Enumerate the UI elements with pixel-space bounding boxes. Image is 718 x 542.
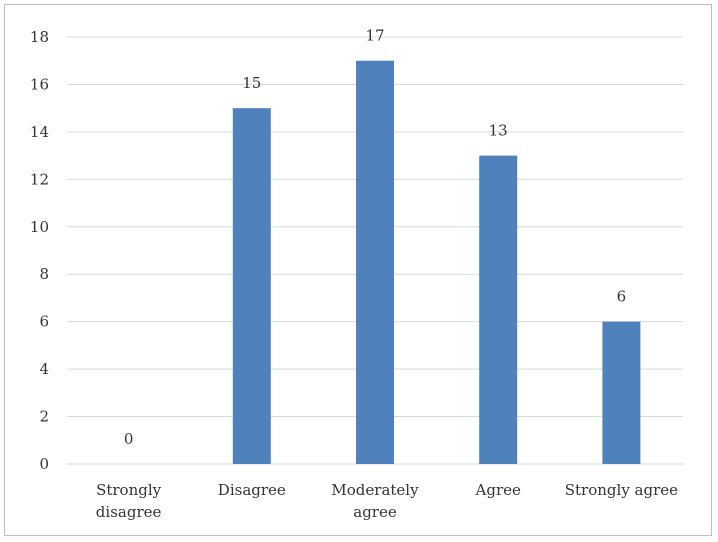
y-tick-label: 10	[30, 218, 49, 236]
y-tick-label: 16	[30, 75, 49, 93]
x-category-label: Agree	[475, 481, 521, 499]
data-label: 6	[617, 288, 627, 306]
bar	[479, 155, 518, 464]
x-category-label-line: Strongly	[96, 481, 162, 499]
x-category-label: Strongly agree	[565, 481, 678, 499]
x-category-label-line: Moderately	[331, 481, 419, 499]
data-label: 17	[365, 27, 384, 45]
y-tick-label: 8	[39, 265, 49, 283]
chart-frame: 0 2 4 6 8 10 12 14 16 18 0 15 17 13 6 Strongly disagre…	[4, 4, 712, 536]
data-labels: 0 15 17 13 6	[124, 27, 626, 448]
y-tick-label: 18	[30, 28, 49, 46]
x-category-label: Strongly disagree	[96, 481, 162, 521]
data-label: 13	[489, 122, 508, 140]
x-category-label: Moderately agree	[331, 481, 419, 521]
data-label: 0	[124, 430, 134, 448]
x-category-label-line: Disagree	[218, 481, 286, 499]
bar	[232, 108, 271, 465]
bars	[232, 60, 641, 465]
y-axis-ticks: 0 2 4 6 8 10 12 14 16 18	[30, 28, 49, 473]
y-tick-label: 12	[30, 170, 49, 188]
x-category-label: Disagree	[218, 481, 286, 499]
y-tick-label: 2	[39, 408, 49, 426]
x-category-label-line: Agree	[475, 481, 521, 499]
bar	[356, 60, 394, 464]
x-category-label-line: disagree	[96, 503, 162, 521]
x-category-label-line: agree	[353, 503, 397, 521]
y-tick-label: 0	[39, 455, 49, 473]
x-category-label-line: Strongly agree	[565, 481, 678, 499]
x-axis-categories: Strongly disagree Disagree Moderately agree A…	[96, 481, 678, 521]
bar-chart: 0 2 4 6 8 10 12 14 16 18 0 15 17 13 6 Strongly disagre…	[30, 27, 683, 521]
data-label: 15	[242, 74, 261, 92]
y-tick-label: 4	[39, 360, 49, 378]
bar	[602, 321, 641, 464]
y-tick-label: 14	[30, 123, 49, 141]
y-tick-label: 6	[39, 313, 49, 331]
